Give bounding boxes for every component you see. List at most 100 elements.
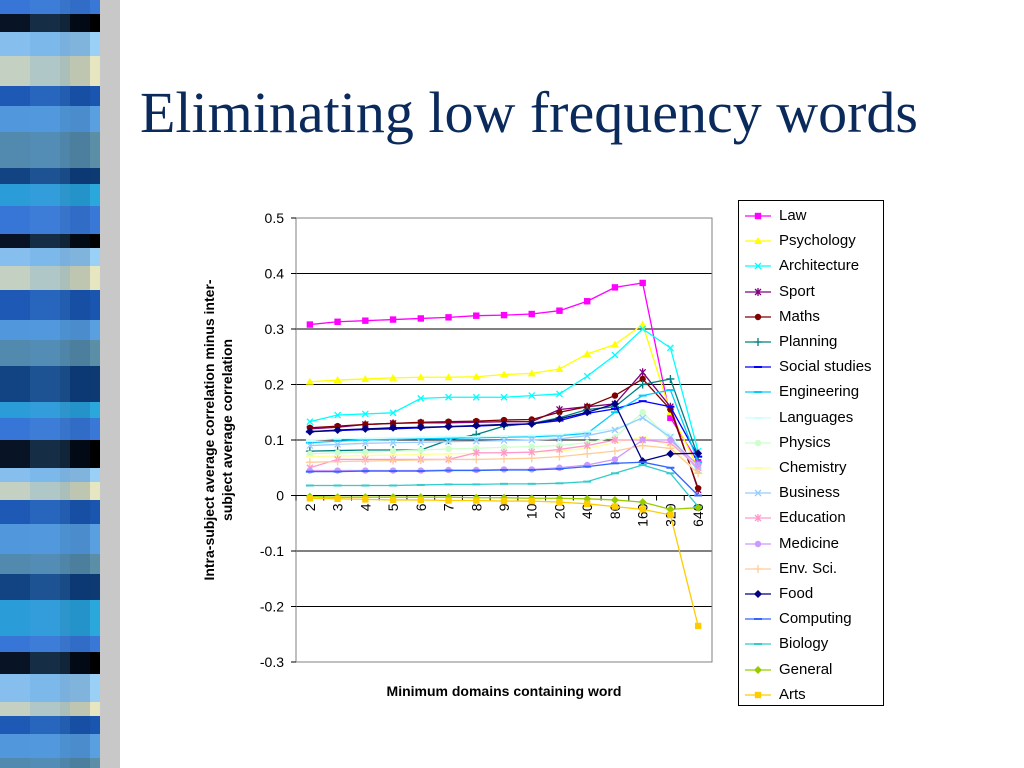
legend-marker: [754, 590, 762, 598]
data-point-biology: [333, 484, 342, 487]
data-point-social-studies: [666, 405, 675, 408]
y-tick-label: 0.5: [265, 210, 285, 226]
legend-marker: [754, 391, 762, 394]
data-point-law: [445, 314, 452, 321]
data-point-arts: [306, 495, 314, 502]
data-point-food: [416, 423, 425, 432]
data-point-physics: [473, 445, 480, 452]
data-point-architecture: [445, 393, 452, 401]
legend-marker: [754, 287, 762, 296]
data-point-biology: [416, 483, 425, 486]
data-point-medicine: [694, 461, 702, 469]
data-point-psychology: [500, 370, 508, 378]
data-point-env-sci: [389, 456, 398, 465]
legend-item-physics: Physics: [739, 431, 885, 456]
data-point-general: [638, 498, 647, 507]
data-point-maths: [611, 392, 619, 399]
data-point-law: [500, 311, 508, 319]
y-tick-label: -0.1: [260, 543, 284, 559]
data-point-languages: [389, 436, 398, 439]
data-point-maths: [389, 420, 397, 427]
legend-label: Physics: [779, 433, 831, 451]
data-point-maths: [445, 418, 452, 425]
data-point-languages: [555, 433, 564, 436]
data-point-food: [472, 421, 481, 430]
y-axis-label-line-1: Intra-subject average correlation minus …: [201, 279, 217, 580]
data-point-law: [611, 284, 619, 291]
data-point-planning: [638, 380, 647, 389]
data-point-env-sci: [555, 452, 564, 461]
data-point-social-studies: [638, 400, 647, 403]
data-point-arts: [362, 496, 369, 503]
x-tick-label: 6: [413, 503, 429, 511]
x-tick-label: 2: [302, 503, 318, 511]
data-point-law: [639, 279, 646, 287]
data-point-biology: [583, 480, 592, 483]
data-point-psychology: [583, 349, 592, 357]
data-point-env-sci: [333, 457, 342, 466]
legend-swatch: [745, 590, 771, 598]
data-point-computing: [610, 462, 619, 465]
legend-marker: [754, 618, 762, 621]
legend-swatch: [745, 212, 771, 220]
legend-swatch: [745, 643, 771, 646]
legend-label: Sport: [779, 282, 815, 300]
data-point-languages: [361, 437, 370, 440]
legend-item-education: Education: [739, 506, 885, 531]
data-point-planning: [666, 374, 675, 383]
data-point-engineering: [389, 438, 398, 441]
data-point-biology: [638, 463, 647, 466]
data-point-psychology: [389, 373, 398, 381]
legend-label: Languages: [779, 408, 854, 426]
data-point-arts: [667, 511, 674, 519]
legend-marker: [754, 665, 762, 674]
data-point-education: [556, 445, 563, 454]
series-computing: [305, 461, 703, 497]
data-point-engineering: [361, 439, 370, 441]
legend-marker: [754, 643, 762, 646]
legend-label: Planning: [779, 333, 838, 350]
data-point-maths: [362, 421, 369, 428]
data-point-psychology: [305, 377, 314, 385]
data-point-physics: [334, 449, 341, 456]
legend-item-food: Food: [739, 582, 885, 607]
data-point-arts: [417, 496, 424, 504]
legend-item-architecture: Architecture: [739, 254, 885, 279]
legend-swatch: [745, 416, 771, 419]
data-point-business: [583, 432, 591, 440]
data-point-architecture: [583, 372, 591, 380]
series-architecture: [306, 325, 702, 455]
data-point-env-sci: [500, 454, 508, 463]
data-point-architecture: [389, 409, 397, 417]
data-point-law: [528, 310, 535, 318]
data-point-food: [583, 408, 592, 417]
legend-item-biology: Biology: [739, 632, 885, 657]
series-engineering: [305, 389, 703, 464]
data-point-engineering: [555, 434, 564, 437]
data-point-engineering: [333, 440, 342, 443]
data-point-arts: [639, 506, 646, 513]
data-point-general: [610, 495, 619, 504]
data-point-psychology: [610, 340, 619, 348]
legend-item-languages: Languages: [739, 406, 885, 431]
legend-label: Arts: [779, 685, 806, 703]
legend-marker: [754, 514, 762, 523]
data-point-languages: [333, 437, 342, 440]
legend-marker: [754, 489, 762, 497]
legend-item-planning: Planning: [739, 330, 885, 355]
legend-marker: [754, 313, 762, 320]
data-point-architecture: [639, 325, 647, 333]
data-point-business: [306, 442, 314, 450]
legend-label: Architecture: [779, 257, 860, 275]
data-point-env-sci: [527, 454, 536, 463]
data-point-arts: [694, 622, 702, 630]
data-point-computing: [555, 467, 564, 470]
data-point-arts: [556, 498, 563, 506]
legend-label: Social studies: [779, 358, 872, 376]
slide-title: Eliminating low frequency words: [140, 80, 918, 145]
data-point-env-sci: [416, 455, 425, 464]
legend-label: Engineering: [779, 383, 860, 401]
data-point-env-sci: [694, 469, 703, 478]
data-point-medicine: [611, 456, 619, 463]
legend-marker: [754, 262, 762, 270]
